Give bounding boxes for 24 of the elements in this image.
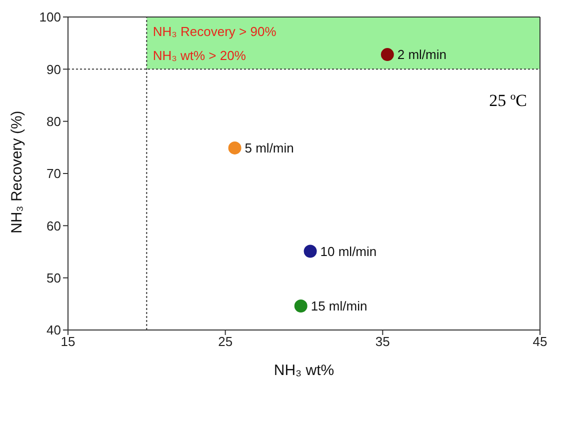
x-tick-label: 15 <box>60 334 76 350</box>
annotation: 5 ml/min <box>244 140 294 156</box>
annotation: NH₃ Recovery > 90% <box>152 24 276 39</box>
annotation: 25 ºC <box>489 91 527 111</box>
point <box>228 141 242 154</box>
y-axis-title: NH₃ Recovery (%) <box>8 110 26 234</box>
point <box>294 300 308 313</box>
x-axis-title: NH₃ wt% <box>274 362 334 379</box>
x-tick-label: 25 <box>218 334 233 350</box>
y-tick-label: 50 <box>46 270 61 286</box>
x-tick-label: 45 <box>532 334 548 350</box>
annotation: NH₃ wt% > 20% <box>152 48 246 63</box>
y-tick-label: 60 <box>46 218 61 234</box>
annotation: 15 ml/min <box>310 298 368 314</box>
y-tick-label: 40 <box>46 322 61 338</box>
y-tick-label: 70 <box>46 166 61 182</box>
point <box>304 244 317 258</box>
x-tick-label: 35 <box>375 334 390 350</box>
point <box>380 48 394 62</box>
y-tick-label: 90 <box>46 62 61 77</box>
annotation: 10 ml/min <box>320 244 377 259</box>
annotation: 2 ml/min <box>397 47 447 62</box>
y-tick-label: 100 <box>39 10 61 25</box>
y-tick-label: 80 <box>46 114 61 129</box>
